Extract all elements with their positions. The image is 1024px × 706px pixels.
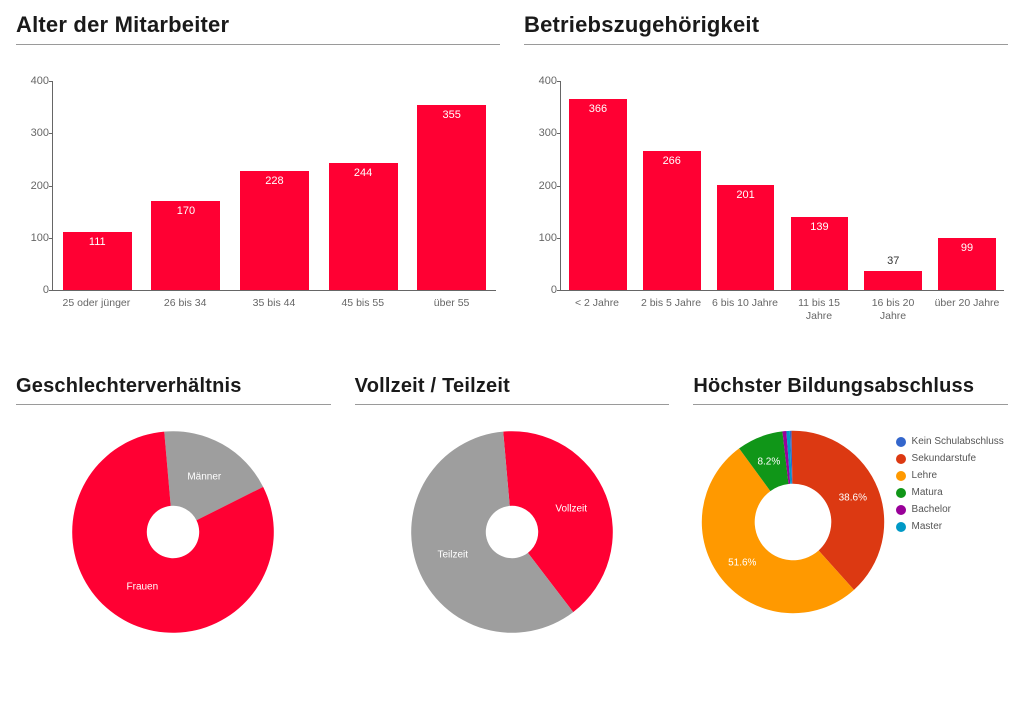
legend-label: Kein Schulabschluss [912, 433, 1004, 450]
x-label: 2 bis 5 Jahre [634, 293, 708, 333]
bar-slot: 37 [856, 81, 930, 290]
y-tick: 400 [19, 75, 49, 87]
legend-swatch [896, 505, 906, 515]
chart-age: 0 100 200 300 400 111 170 228 244 355 25 oder jüng… [16, 73, 500, 333]
panel-age-title: Alter der Mitarbeiter [16, 12, 500, 45]
bar-value: 228 [240, 175, 309, 187]
chart-gender: MännerFrauen [68, 427, 278, 637]
panel-edu-title: Höchster Bildungsabschluss [693, 375, 1008, 405]
x-label: 11 bis 15 Jahre [782, 293, 856, 333]
bar: 244 [329, 163, 398, 290]
bar: 111 [63, 232, 132, 290]
legend-label: Matura [912, 484, 943, 501]
panel-gender: Geschlechterverhältnis MännerFrauen [16, 375, 331, 637]
bar: 201 [717, 185, 775, 290]
bar-value: 244 [329, 167, 398, 179]
x-label: 25 oder jünger [52, 293, 141, 333]
legend-item: Matura [896, 484, 1004, 501]
y-tick: 0 [19, 284, 49, 296]
bar-slot: 201 [709, 81, 783, 290]
bar-value: 366 [569, 103, 627, 115]
y-tick: 100 [527, 232, 557, 244]
bar: 37 [864, 271, 922, 290]
y-tick: 0 [527, 284, 557, 296]
bar: 355 [417, 105, 486, 290]
x-label: 26 bis 34 [141, 293, 230, 333]
y-tick: 200 [527, 180, 557, 192]
y-tick: 300 [527, 127, 557, 139]
bar-value: 111 [63, 236, 132, 248]
bar-slot: 139 [782, 81, 856, 290]
bar-slot: 99 [930, 81, 1004, 290]
panel-tenure: Betriebszugehörigkeit 0 100 200 300 400 366 26… [524, 12, 1008, 333]
legend-swatch [896, 488, 906, 498]
x-label: < 2 Jahre [560, 293, 634, 333]
bottom-row: Geschlechterverhältnis MännerFrauen Voll… [16, 375, 1008, 637]
panel-edu: Höchster Bildungsabschluss 38.6%51.6%8.2… [693, 375, 1008, 637]
legend-label: Sekundarstufe [912, 450, 977, 467]
bar-slot: 111 [53, 81, 142, 290]
bar-slot: 244 [319, 81, 408, 290]
legend-item: Master [896, 518, 1004, 535]
bar-slot: 366 [561, 81, 635, 290]
legend-swatch [896, 437, 906, 447]
panel-gender-title: Geschlechterverhältnis [16, 375, 331, 405]
bar-value: 355 [417, 109, 486, 121]
panel-fulltime-title: Vollzeit / Teilzeit [355, 375, 670, 405]
legend-swatch [896, 522, 906, 532]
bar-slot: 170 [142, 81, 231, 290]
bar-slot: 228 [230, 81, 319, 290]
bar: 170 [151, 201, 220, 290]
bar: 139 [791, 217, 849, 290]
legend-label: Lehre [912, 467, 938, 484]
legend-item: Bachelor [896, 501, 1004, 518]
legend-item: Lehre [896, 467, 1004, 484]
legend-item: Sekundarstufe [896, 450, 1004, 467]
y-tick: 300 [19, 127, 49, 139]
chart-edu: 38.6%51.6%8.2% [698, 427, 888, 617]
panel-fulltime: Vollzeit / Teilzeit VollzeitTeilzeit [355, 375, 670, 637]
bar-value: 170 [151, 205, 220, 217]
bar-value: 37 [864, 255, 922, 267]
bar-value: 201 [717, 189, 775, 201]
bar-value: 99 [938, 242, 996, 254]
y-tick: 200 [19, 180, 49, 192]
x-label: 6 bis 10 Jahre [708, 293, 782, 333]
legend-swatch [896, 471, 906, 481]
bar: 266 [643, 151, 701, 290]
chart-fulltime: VollzeitTeilzeit [407, 427, 617, 637]
x-label: 16 bis 20 Jahre [856, 293, 930, 333]
chart-edu-legend: Kein SchulabschlussSekundarstufeLehreMat… [896, 427, 1004, 535]
bar-value: 266 [643, 155, 701, 167]
panel-tenure-title: Betriebszugehörigkeit [524, 12, 1008, 45]
legend-swatch [896, 454, 906, 464]
chart-tenure: 0 100 200 300 400 366 266 201 139 37 99 < 2 Jahre2 … [524, 73, 1008, 333]
legend-item: Kein Schulabschluss [896, 433, 1004, 450]
bar-value: 139 [791, 221, 849, 233]
x-label: über 20 Jahre [930, 293, 1004, 333]
top-row: Alter der Mitarbeiter 0 100 200 300 400 111 17… [16, 12, 1008, 333]
legend-label: Master [912, 518, 943, 535]
bar: 99 [938, 238, 996, 290]
x-label: 35 bis 44 [230, 293, 319, 333]
panel-age: Alter der Mitarbeiter 0 100 200 300 400 111 17… [16, 12, 500, 333]
bar-slot: 355 [407, 81, 496, 290]
y-tick: 100 [19, 232, 49, 244]
y-tick: 400 [527, 75, 557, 87]
bar-slot: 266 [635, 81, 709, 290]
bar: 228 [240, 171, 309, 290]
bar: 366 [569, 99, 627, 290]
x-label: über 55 [407, 293, 496, 333]
x-label: 45 bis 55 [318, 293, 407, 333]
legend-label: Bachelor [912, 501, 951, 518]
